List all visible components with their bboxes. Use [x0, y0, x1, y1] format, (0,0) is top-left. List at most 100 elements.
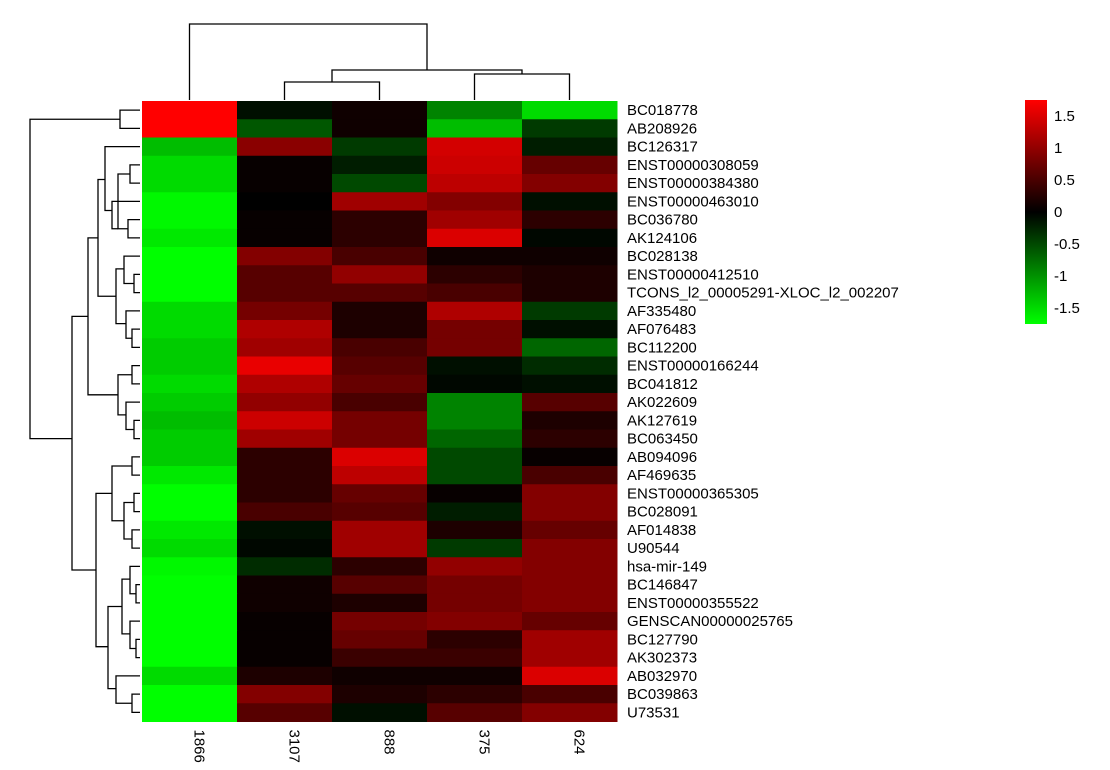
heatmap-cell — [237, 557, 333, 576]
dendrogram-branch — [111, 465, 132, 522]
dendrogram-branch — [29, 118, 120, 440]
heatmap-cell — [427, 447, 523, 467]
heatmap-cell — [427, 228, 523, 248]
heatmap-cell — [142, 612, 238, 631]
heatmap-cell — [522, 374, 618, 394]
heatmap-cell — [332, 466, 428, 485]
heatmap-cell — [427, 557, 523, 576]
heatmap-cell — [332, 502, 428, 522]
heatmap-cell — [142, 411, 238, 430]
heatmap-cell — [427, 575, 523, 595]
heatmap-cells — [142, 101, 618, 722]
dendrogram-branch — [133, 273, 140, 294]
heatmap-cell — [142, 630, 238, 649]
dendrogram-branch — [131, 529, 140, 549]
color-key-tick-label: 1.5 — [1054, 108, 1075, 125]
dendrogram-branch — [129, 620, 140, 650]
heatmap-cell — [237, 447, 333, 467]
heatmap-cell — [427, 137, 523, 157]
dendrogram-branch — [127, 218, 140, 239]
heatmap-cell — [522, 192, 618, 211]
row-label: ENST00000166244 — [627, 358, 759, 375]
dendrogram-branch — [125, 310, 140, 339]
heatmap-cell — [427, 338, 523, 357]
heatmap-cell — [522, 155, 618, 175]
dendrogram-branch — [131, 456, 140, 476]
heatmap-cell — [237, 265, 333, 284]
heatmap-cell — [522, 557, 618, 576]
heatmap-cell — [142, 557, 238, 576]
heatmap-cell — [142, 447, 238, 467]
heatmap-cell — [522, 247, 618, 266]
heatmap-cell — [237, 575, 333, 595]
heatmap-cell — [332, 228, 428, 248]
heatmap-cell — [142, 429, 238, 449]
color-key-tick-label: -1.5 — [1054, 300, 1080, 317]
heatmap-cell — [332, 411, 428, 430]
heatmap-cell — [332, 557, 428, 576]
heatmap-cell — [142, 593, 238, 613]
heatmap-cell — [142, 575, 238, 595]
heatmap-cell — [332, 356, 428, 376]
heatmap-cell — [427, 648, 523, 668]
row-label: AF076483 — [627, 321, 696, 338]
heatmap-cell — [142, 356, 238, 376]
row-label: BC039863 — [627, 686, 698, 703]
row-label: BC036780 — [627, 212, 698, 229]
dendrogram-branch — [133, 492, 140, 513]
heatmap-cell — [142, 265, 238, 284]
heatmap-cell — [142, 685, 238, 704]
heatmap-cell — [332, 374, 428, 394]
heatmap-cell — [522, 101, 618, 120]
heatmap-cell — [237, 648, 333, 668]
dendrogram-branch — [129, 565, 140, 595]
column-label: 3107 — [286, 730, 303, 763]
dendrogram-branch — [125, 401, 140, 431]
heatmap-cell — [522, 119, 618, 138]
dendrogram-branch — [131, 693, 140, 714]
heatmap-cell — [427, 703, 523, 722]
row-label: BC127790 — [627, 631, 698, 648]
heatmap-cell — [142, 155, 238, 175]
heatmap-cell — [427, 301, 523, 321]
row-label: U90544 — [627, 540, 680, 557]
heatmap-cell — [332, 174, 428, 193]
heatmap-cell — [237, 593, 333, 613]
heatmap-cell — [427, 265, 523, 284]
dendrogram-branch — [135, 583, 140, 604]
column-label: 624 — [571, 730, 588, 755]
heatmap-cell — [237, 539, 333, 558]
dendrogram-branch — [473, 73, 571, 100]
heatmap-cell — [237, 210, 333, 230]
heatmap-cell — [522, 320, 618, 339]
heatmap-cell — [522, 356, 618, 376]
heatmap-cell — [237, 338, 333, 357]
heatmap-cell — [332, 539, 428, 558]
heatmap-cell — [522, 703, 618, 722]
heatmap-cell — [142, 539, 238, 558]
heatmap-cell — [332, 210, 428, 230]
heatmap-cell — [332, 685, 428, 704]
row-label: AF014838 — [627, 522, 696, 539]
heatmap-cell — [522, 283, 618, 303]
heatmap-cell — [332, 101, 428, 120]
column-dendrogram — [188, 23, 571, 100]
heatmap-cell — [142, 247, 238, 266]
row-label: BC146847 — [627, 577, 698, 594]
heatmap-cell — [237, 374, 333, 394]
heatmap-cell — [237, 502, 333, 522]
row-label: AF469635 — [627, 467, 696, 484]
heatmap-cell — [142, 502, 238, 522]
heatmap-cell — [237, 666, 333, 686]
heatmap-cell — [427, 484, 523, 503]
heatmap-cell — [427, 593, 523, 613]
heatmap-cell — [522, 648, 618, 668]
dendrogram-branch — [331, 69, 523, 82]
heatmap-cell — [332, 648, 428, 668]
column-labels: 1866 3107 888 375 624 — [191, 730, 588, 763]
heatmap-cell — [237, 520, 333, 540]
column-label: 888 — [381, 730, 398, 755]
heatmap-cell — [522, 174, 618, 193]
heatmap-cell — [237, 247, 333, 266]
heatmap-cell — [142, 192, 238, 211]
